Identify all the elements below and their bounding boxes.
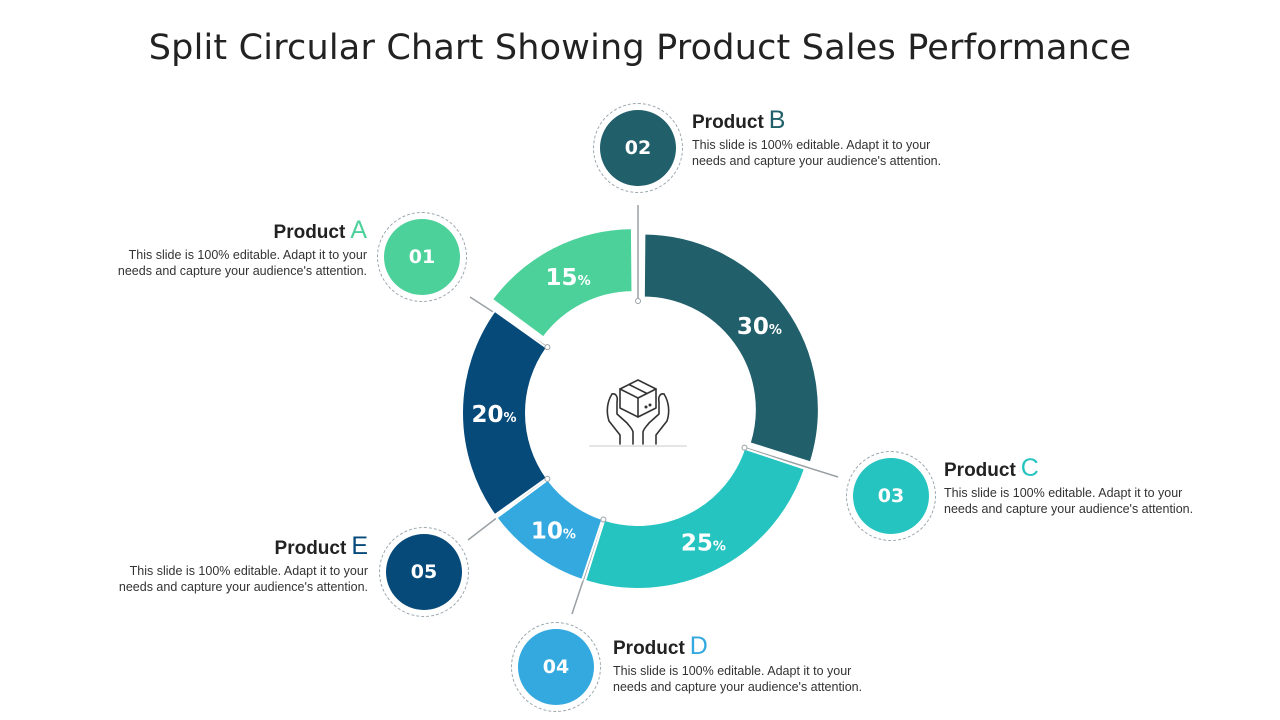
product-e-letter: E bbox=[351, 532, 368, 560]
slice-value-label-product-a: 15% bbox=[546, 265, 591, 291]
product-b-description: This slide is 100% editable. Adapt it to… bbox=[692, 137, 941, 169]
product-b-desc-line2: needs and capture your audience's attent… bbox=[692, 154, 942, 168]
product-c-letter: C bbox=[1020, 454, 1039, 482]
product-a-desc-line2: needs and capture your audience's attent… bbox=[117, 264, 367, 278]
product-c-block: Product C This slide is 100% editable. Ad… bbox=[944, 456, 1193, 517]
connector-dot-product-b bbox=[635, 298, 641, 304]
product-e-heading: Product E bbox=[119, 534, 368, 561]
product-e-description: This slide is 100% editable. Adapt it to… bbox=[119, 563, 368, 595]
product-c-badge-ring bbox=[846, 451, 936, 541]
product-a-word: Product bbox=[273, 222, 346, 243]
product-e-badge-ring bbox=[379, 527, 469, 617]
slice-value-label-product-c: 25% bbox=[681, 530, 726, 556]
slice-value-label-product-e: 20% bbox=[471, 402, 516, 428]
donut-slice-product-a bbox=[490, 227, 634, 339]
product-d-badge-ring bbox=[511, 622, 601, 712]
connector-dot-product-d bbox=[600, 516, 607, 523]
product-c-desc-line1: This slide is 100% editable. Adapt it to… bbox=[944, 486, 1183, 500]
connector-line-product-c bbox=[744, 446, 839, 478]
slice-labels: 30% 25% 10% 20% 15% bbox=[471, 265, 781, 557]
product-d-description: This slide is 100% editable. Adapt it to… bbox=[613, 663, 862, 695]
product-a-block: Product A This slide is 100% editable. Ad… bbox=[118, 218, 367, 279]
product-c-desc-line2: needs and capture your audience's attent… bbox=[944, 502, 1194, 516]
product-b-word: Product bbox=[692, 112, 764, 133]
product-d-desc-line1: This slide is 100% editable. Adapt it to… bbox=[613, 664, 852, 678]
product-c-description: This slide is 100% editable. Adapt it to… bbox=[944, 485, 1193, 517]
donut-slice-product-b bbox=[642, 232, 820, 464]
product-b-desc-line1: This slide is 100% editable. Adapt it to… bbox=[692, 138, 931, 152]
product-e-desc-line1: This slide is 100% editable. Adapt it to… bbox=[129, 564, 368, 578]
product-b-number-badge: 02 bbox=[600, 110, 676, 186]
product-b-badge-ring bbox=[593, 103, 683, 193]
hands-holding-box-icon bbox=[589, 379, 687, 447]
connector-line-product-d bbox=[571, 519, 605, 615]
product-b-heading: Product B bbox=[692, 108, 941, 135]
product-a-description: This slide is 100% editable. Adapt it to… bbox=[118, 247, 367, 279]
product-b-letter: B bbox=[768, 106, 786, 134]
product-d-heading: Product D bbox=[613, 634, 862, 661]
product-d-letter: D bbox=[689, 632, 708, 660]
donut-slice-product-d bbox=[495, 478, 604, 582]
donut-slice-product-c bbox=[583, 447, 807, 590]
product-e-number-badge: 05 bbox=[386, 534, 462, 610]
donut-slices bbox=[461, 227, 820, 590]
product-a-badge-ring bbox=[377, 212, 467, 302]
product-d-number-badge: 04 bbox=[518, 629, 594, 705]
product-a-desc-line1: This slide is 100% editable. Adapt it to… bbox=[128, 248, 367, 262]
connector-dot-product-e bbox=[544, 475, 551, 482]
product-c-heading: Product C bbox=[944, 456, 1193, 483]
slice-value-label-product-d: 10% bbox=[531, 518, 576, 544]
product-a-letter: A bbox=[350, 216, 367, 244]
page-title: Split Circular Chart Showing Product Sal… bbox=[148, 28, 1132, 68]
product-d-word: Product bbox=[613, 638, 685, 659]
product-a-heading: Product A bbox=[118, 218, 367, 245]
product-b-block: Product B This slide is 100% editable. Ad… bbox=[692, 108, 941, 169]
product-e-desc-line2: needs and capture your audience's attent… bbox=[118, 580, 368, 594]
connector-dot-product-c bbox=[741, 444, 748, 451]
product-a-number-badge: 01 bbox=[384, 219, 460, 295]
product-c-number-badge: 03 bbox=[853, 458, 929, 534]
product-d-block: Product D This slide is 100% editable. Ad… bbox=[613, 634, 862, 695]
product-e-block: Product E This slide is 100% editable. Ad… bbox=[119, 534, 368, 595]
connector-dot-product-a bbox=[544, 344, 551, 351]
product-d-desc-line2: needs and capture your audience's attent… bbox=[613, 680, 863, 694]
donut-slice-product-e bbox=[461, 309, 549, 517]
product-c-word: Product bbox=[944, 460, 1016, 481]
product-e-word: Product bbox=[274, 538, 347, 559]
slice-value-label-product-b: 30% bbox=[737, 314, 782, 340]
